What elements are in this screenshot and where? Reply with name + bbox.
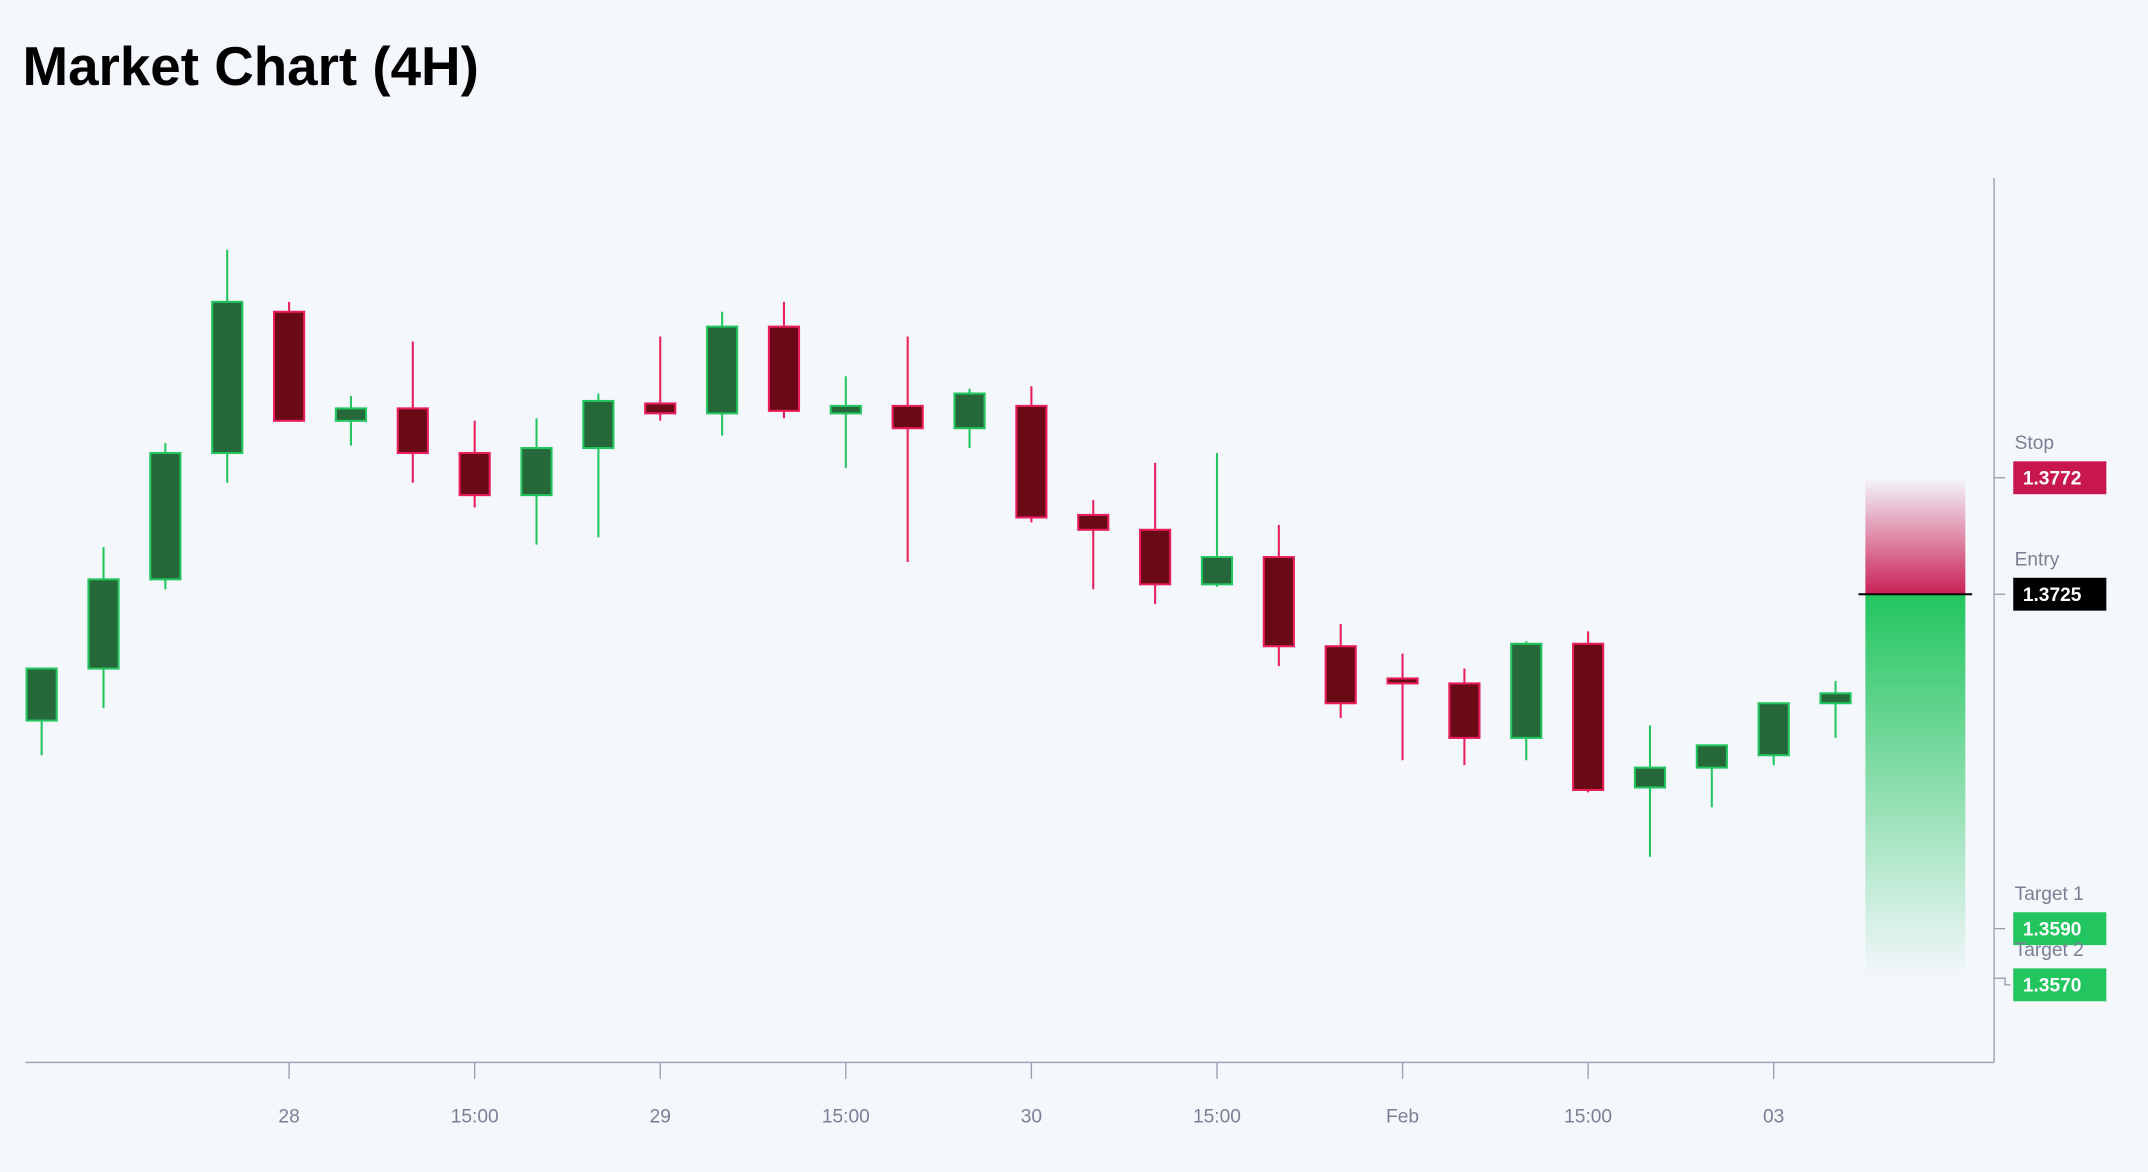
stop-zone (1865, 477, 1966, 595)
chart-title: Market Chart (4H) (22, 35, 478, 97)
x-tick-label: 30 (1021, 1107, 1042, 1128)
candle-body (1448, 682, 1481, 739)
candle-body (149, 451, 182, 581)
candle-body (273, 310, 306, 422)
candle-body (1200, 556, 1234, 586)
x-tick-label: 15:00 (822, 1107, 870, 1128)
x-tick-label: 15:00 (1564, 1107, 1612, 1128)
candle-body (334, 407, 368, 422)
level-value: 1.3570 (2023, 976, 2082, 997)
target-zone (1865, 594, 1966, 979)
level-value: 1.3590 (2023, 920, 2082, 941)
candle-body (458, 451, 491, 497)
x-tick-label: 03 (1763, 1107, 1784, 1128)
candle-body (87, 578, 120, 670)
level-name: Entry (2015, 549, 2060, 570)
candle-body (520, 447, 553, 497)
candle-body (706, 325, 739, 415)
level-connector (1999, 977, 2011, 986)
level-badge (2013, 912, 2107, 946)
candle-body (1757, 702, 1790, 757)
x-tick-label: 15:00 (1193, 1107, 1241, 1128)
level-value: 1.3725 (2023, 585, 2082, 606)
level-value: 1.3772 (2023, 469, 2082, 490)
x-tick-label: 29 (650, 1107, 671, 1128)
candle-body (1633, 766, 1667, 789)
candle-body (396, 407, 429, 455)
level-name: Target 2 (2015, 940, 2084, 961)
candle-body (1386, 677, 1419, 685)
candle-body (1819, 692, 1852, 705)
candle-body (1077, 513, 1110, 531)
level-badge (2013, 461, 2107, 495)
candle-body (1695, 744, 1728, 769)
x-tick-label: 15:00 (451, 1107, 499, 1128)
candle-body (1510, 642, 1543, 739)
candle-body (829, 404, 862, 415)
candle-body (891, 404, 924, 430)
candle-body (1139, 528, 1172, 586)
level-badge (2013, 968, 2107, 1002)
candle-body (25, 667, 58, 722)
level-name: Stop (2015, 433, 2054, 454)
candle-body (211, 300, 244, 455)
level-badge (2013, 577, 2107, 611)
candle-body (644, 402, 677, 415)
candle-body (1262, 556, 1295, 648)
candle-body (582, 399, 615, 450)
level-name: Target 1 (2015, 884, 2084, 905)
candle-body (953, 392, 986, 430)
x-tick-label: 28 (278, 1107, 299, 1128)
candle-body (1572, 642, 1605, 791)
x-tick-label: Feb (1386, 1107, 1419, 1128)
candle-body (1324, 645, 1357, 705)
candle-body (767, 325, 801, 412)
candle-body (1015, 404, 1048, 519)
